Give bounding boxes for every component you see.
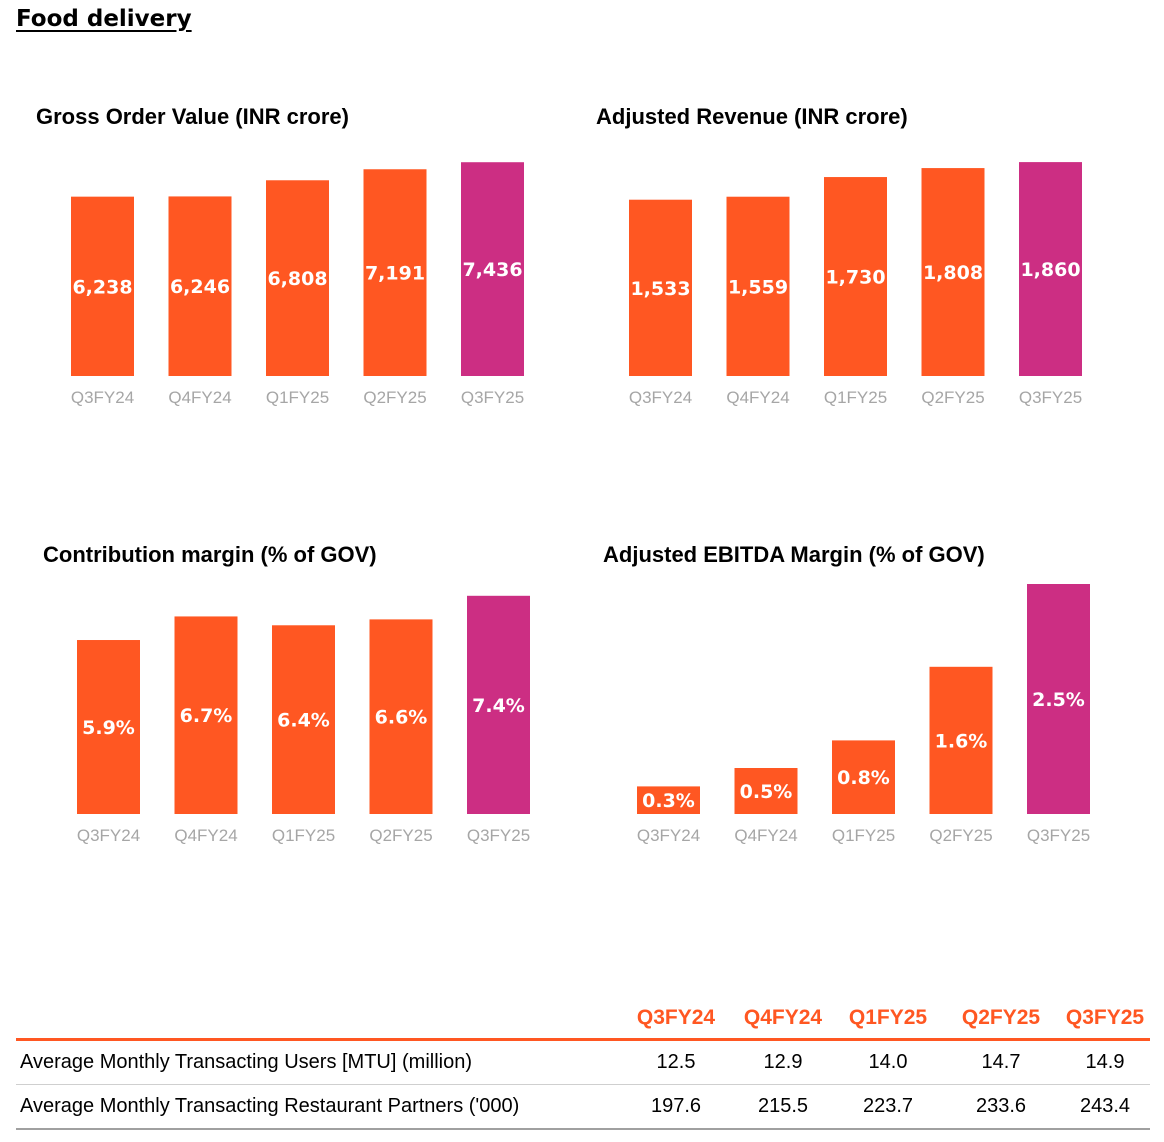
gov-chart-title: Gross Order Value (INR crore) bbox=[36, 104, 349, 129]
category-label: Q3FY25 bbox=[461, 388, 524, 407]
bar-value-label: 2.5% bbox=[1032, 689, 1085, 711]
bar-value-label: 1,559 bbox=[728, 276, 788, 298]
bar-value-label: 6,246 bbox=[170, 276, 230, 298]
bar-value-label: 0.3% bbox=[642, 790, 695, 812]
kpi-column-header: Q3FY24 bbox=[636, 1006, 716, 1029]
bar-value-label: 6.4% bbox=[277, 710, 330, 732]
ebitda-margin-chart-title: Adjusted EBITDA Margin (% of GOV) bbox=[603, 542, 985, 567]
kpi-cell: 197.6 bbox=[650, 1095, 702, 1117]
category-label: Q3FY24 bbox=[637, 826, 700, 845]
kpi-cell: 12.9 bbox=[763, 1051, 803, 1073]
kpi-column-header: Q4FY24 bbox=[743, 1006, 823, 1029]
bar-value-label: 0.5% bbox=[740, 781, 793, 803]
bar-value-label: 1.6% bbox=[935, 730, 988, 752]
adjusted-revenue-chart-title: Adjusted Revenue (INR crore) bbox=[596, 104, 908, 129]
contribution-margin-chart-title: Contribution margin (% of GOV) bbox=[43, 542, 377, 567]
category-label: Q1FY25 bbox=[266, 388, 329, 407]
category-label: Q4FY24 bbox=[726, 388, 789, 407]
bar-value-label: 7,191 bbox=[365, 263, 425, 285]
category-label: Q2FY25 bbox=[921, 388, 984, 407]
bar-q1fy25 bbox=[832, 740, 895, 814]
bar-value-label: 7.4% bbox=[472, 695, 525, 717]
kpi-table-header: Q3FY24 Q4FY24 Q1FY25 Q2FY25 Q3FY25 bbox=[16, 998, 1150, 1038]
kpi-column-header: Q2FY25 bbox=[961, 1006, 1041, 1029]
kpi-header-rule bbox=[16, 1038, 1150, 1041]
bar-q4fy24 bbox=[174, 616, 238, 814]
kpi-cell: 243.4 bbox=[1079, 1095, 1131, 1117]
kpi-cell: 233.6 bbox=[975, 1095, 1027, 1117]
bar-q2fy25 bbox=[363, 169, 427, 376]
bar-q4fy24 bbox=[726, 196, 790, 376]
category-label: Q3FY24 bbox=[77, 826, 140, 845]
section-title: Food delivery bbox=[16, 6, 192, 32]
bar-value-label: 1,860 bbox=[1020, 259, 1080, 281]
kpi-row-label: Average Monthly Transacting Restaurant P… bbox=[20, 1095, 520, 1117]
bar-q3fy24 bbox=[637, 786, 700, 814]
contribution-margin-bar-chart: 5.9% Q3FY24 6.7% Q4FY24 6.4% Q1FY25 6.6% Q2FY25… bbox=[77, 595, 530, 845]
bar-q2fy25 bbox=[369, 619, 433, 814]
kpi-cell: 14.7 bbox=[981, 1051, 1021, 1073]
bar-q3fy24 bbox=[629, 199, 692, 376]
adjusted-revenue-bar-chart: 1,533 Q3FY24 1,559 Q4FY24 1,730 Q1FY25 1,808 Q2… bbox=[629, 162, 1082, 407]
category-label: Q1FY25 bbox=[832, 826, 895, 845]
kpi-column-header: Q3FY25 bbox=[1065, 1006, 1145, 1029]
table-row: Average Monthly Transacting Restaurant P… bbox=[16, 1085, 1150, 1130]
category-label: Q1FY25 bbox=[272, 826, 335, 845]
category-label: Q3FY24 bbox=[71, 388, 134, 407]
bar-q1fy25 bbox=[824, 177, 887, 376]
category-label: Q3FY25 bbox=[467, 826, 530, 845]
category-label: Q3FY24 bbox=[629, 388, 692, 407]
kpi-cell: 215.5 bbox=[757, 1095, 809, 1117]
category-label: Q2FY25 bbox=[369, 826, 432, 845]
bar-value-label: 1,533 bbox=[630, 278, 690, 300]
category-label: Q3FY25 bbox=[1027, 826, 1090, 845]
kpi-cell: 14.0 bbox=[868, 1051, 908, 1073]
category-label: Q2FY25 bbox=[929, 826, 992, 845]
bar-q3fy24 bbox=[77, 640, 140, 814]
gov-bar-chart: 6,238 Q3FY24 6,246 Q4FY24 6,808 Q1FY25 7,191 Q2… bbox=[71, 162, 524, 407]
category-label: Q1FY25 bbox=[824, 388, 887, 407]
bar-q3fy24 bbox=[71, 196, 134, 376]
kpi-cell: 12.5 bbox=[656, 1051, 696, 1073]
category-label: Q3FY25 bbox=[1019, 388, 1082, 407]
bar-value-label: 6.6% bbox=[375, 707, 428, 729]
category-label: Q4FY24 bbox=[734, 826, 797, 845]
kpi-column-header: Q1FY25 bbox=[848, 1006, 928, 1029]
kpi-table: Q3FY24 Q4FY24 Q1FY25 Q2FY25 Q3FY25 Avera… bbox=[16, 998, 1150, 1130]
bar-value-label: 7,436 bbox=[462, 259, 522, 281]
bar-value-label: 1,808 bbox=[923, 262, 983, 284]
bar-q4fy24 bbox=[734, 768, 798, 814]
bar-value-label: 6.7% bbox=[180, 705, 233, 727]
bar-q1fy25 bbox=[272, 625, 335, 814]
kpi-cell: 223.7 bbox=[862, 1095, 914, 1117]
bar-value-label: 0.8% bbox=[837, 767, 890, 789]
bar-q3fy25 bbox=[467, 595, 530, 814]
bar-value-label: 1,730 bbox=[825, 267, 885, 289]
category-label: Q2FY25 bbox=[363, 388, 426, 407]
bar-value-label: 6,808 bbox=[267, 268, 327, 290]
bar-q3fy25 bbox=[461, 162, 524, 376]
bar-q2fy25 bbox=[921, 168, 985, 376]
kpi-cell: 14.9 bbox=[1085, 1051, 1125, 1073]
bar-q2fy25 bbox=[929, 666, 993, 814]
bar-q4fy24 bbox=[168, 196, 232, 376]
kpi-row-label: Average Monthly Transacting Users [MTU] … bbox=[20, 1051, 472, 1073]
bar-q3fy25 bbox=[1019, 162, 1082, 376]
ebitda-margin-bar-chart: 0.3% Q3FY24 0.5% Q4FY24 0.8% Q1FY25 1.6% Q2FY25… bbox=[637, 584, 1090, 845]
bar-value-label: 6,238 bbox=[72, 276, 132, 298]
table-row: Average Monthly Transacting Users [MTU] … bbox=[16, 1041, 1150, 1085]
category-label: Q4FY24 bbox=[174, 826, 237, 845]
bar-q1fy25 bbox=[266, 180, 329, 376]
category-label: Q4FY24 bbox=[168, 388, 231, 407]
bar-value-label: 5.9% bbox=[82, 717, 135, 739]
bar-q3fy25 bbox=[1027, 584, 1090, 814]
